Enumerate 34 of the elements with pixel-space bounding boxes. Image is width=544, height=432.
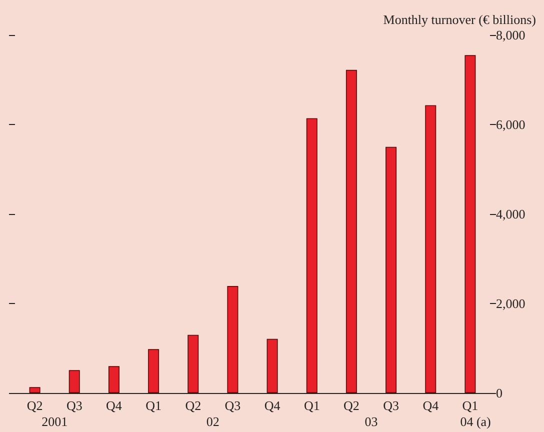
text: 03 bbox=[364, 414, 378, 429]
y-axis-title: Monthly turnover (€ billions) bbox=[383, 12, 536, 27]
text: 02 bbox=[206, 414, 220, 429]
text: 04 (a) bbox=[460, 414, 491, 429]
x-tick-label: Q1 bbox=[146, 398, 162, 413]
bar bbox=[29, 387, 40, 393]
bar bbox=[68, 370, 80, 393]
x-tick-label: Q3 bbox=[224, 398, 241, 413]
bar bbox=[425, 105, 436, 393]
bar bbox=[188, 334, 199, 393]
y-tick-label: 2,000 bbox=[496, 296, 526, 311]
bar bbox=[306, 118, 318, 393]
text: 2001 bbox=[42, 414, 68, 429]
x-tick-label: Q4 bbox=[106, 398, 122, 413]
bar bbox=[464, 55, 476, 393]
x-tick-label: Q4 bbox=[264, 398, 281, 413]
x-tick-label: Q4 bbox=[422, 398, 440, 413]
bar bbox=[108, 366, 120, 393]
x-tick-label: Q2 bbox=[26, 398, 43, 413]
x-tick-label: Q3 bbox=[66, 398, 82, 413]
x-tick-label: Q2 bbox=[344, 398, 360, 413]
bar bbox=[227, 286, 238, 393]
x-tick-label: Q1 bbox=[462, 398, 478, 413]
y-tick-label: 0 bbox=[496, 386, 502, 400]
y-tick-label: 4,000 bbox=[496, 206, 526, 222]
y-tick-label: 8,000 bbox=[496, 28, 526, 42]
y-tick-label: 6,000 bbox=[496, 117, 526, 132]
x-tick-label: Q2 bbox=[185, 398, 202, 413]
bar bbox=[148, 349, 160, 393]
bar bbox=[346, 70, 357, 393]
x-tick-label: Q3 bbox=[383, 398, 399, 413]
bar bbox=[266, 338, 278, 393]
x-tick-label: Q1 bbox=[304, 398, 320, 413]
bar bbox=[386, 146, 397, 393]
